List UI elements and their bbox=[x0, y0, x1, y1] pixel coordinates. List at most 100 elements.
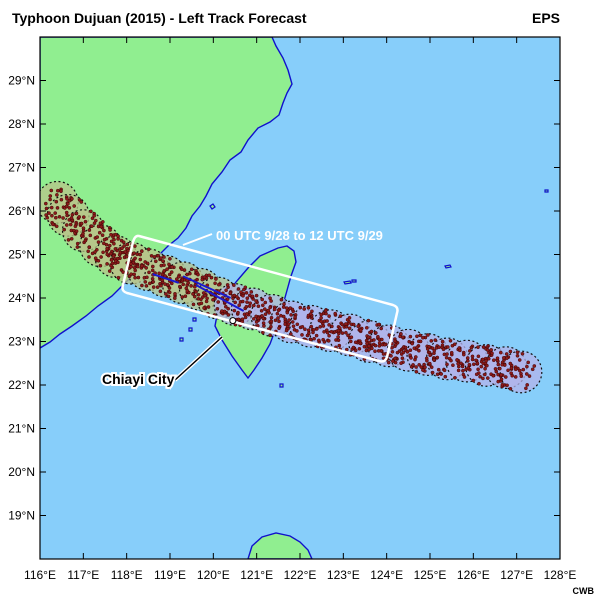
ensemble-point bbox=[108, 228, 112, 232]
ensemble-point bbox=[192, 294, 197, 299]
longitude-tick-label: 120°E bbox=[197, 568, 230, 582]
ensemble-point bbox=[111, 254, 116, 258]
ensemble-point bbox=[442, 352, 447, 357]
ensemble-point bbox=[476, 354, 481, 359]
ensemble-point bbox=[505, 383, 509, 388]
ensemble-point bbox=[158, 256, 163, 260]
longitude-tick-label: 124°E bbox=[370, 568, 403, 582]
longitude-tick-label: 125°E bbox=[414, 568, 447, 582]
ensemble-point bbox=[471, 378, 476, 383]
ensemble-point bbox=[442, 368, 447, 373]
ensemble-point bbox=[499, 377, 504, 382]
ensemble-point bbox=[100, 233, 105, 237]
ensemble-point bbox=[319, 312, 324, 317]
ensemble-point bbox=[79, 200, 84, 204]
ensemble-point bbox=[167, 290, 172, 295]
city-leader-line bbox=[174, 336, 223, 381]
ensemble-point bbox=[403, 345, 408, 350]
ensemble-point bbox=[279, 297, 284, 302]
ensemble-point bbox=[506, 368, 510, 373]
longitude-tick-label: 117°E bbox=[67, 568, 99, 582]
ensemble-point bbox=[138, 252, 142, 257]
ensemble-point bbox=[428, 353, 432, 358]
ensemble-point bbox=[138, 257, 143, 262]
ensemble-point bbox=[425, 358, 429, 363]
ensemble-point bbox=[419, 365, 424, 369]
ensemble-point bbox=[62, 227, 66, 232]
ensemble-point bbox=[408, 348, 413, 353]
ensemble-point bbox=[497, 366, 502, 371]
ensemble-point bbox=[133, 256, 137, 261]
ensemble-point bbox=[96, 240, 101, 244]
ensemble-point bbox=[70, 212, 75, 217]
ensemble-point bbox=[191, 302, 196, 307]
ensemble-point bbox=[367, 347, 371, 352]
ensemble-point bbox=[358, 328, 363, 332]
ensemble-point bbox=[194, 289, 198, 294]
ensemble-point bbox=[129, 264, 133, 269]
ensemble-point bbox=[169, 270, 174, 274]
ensemble-point bbox=[348, 339, 353, 344]
ensemble-point bbox=[291, 324, 296, 329]
ensemble-point bbox=[155, 285, 160, 289]
ensemble-point bbox=[401, 350, 406, 355]
ensemble-point bbox=[467, 349, 472, 353]
ensemble-point bbox=[346, 333, 350, 338]
ensemble-point bbox=[393, 360, 398, 365]
ensemble-point bbox=[69, 216, 74, 220]
ensemble-point bbox=[123, 249, 128, 254]
ensemble-point bbox=[68, 222, 73, 227]
ensemble-point bbox=[340, 322, 345, 327]
ensemble-point bbox=[283, 317, 288, 322]
ensemble-point bbox=[421, 335, 425, 340]
ensemble-point bbox=[143, 280, 148, 284]
ensemble-point bbox=[245, 312, 249, 316]
ensemble-point bbox=[47, 211, 51, 215]
ensemble-point bbox=[470, 354, 475, 359]
ensemble-point bbox=[109, 239, 114, 244]
ensemble-point bbox=[245, 300, 249, 304]
ensemble-point bbox=[477, 381, 481, 386]
island bbox=[209, 203, 216, 210]
ensemble-point bbox=[248, 301, 252, 306]
ensemble-point bbox=[266, 308, 271, 313]
ensemble-point bbox=[284, 328, 289, 333]
ensemble-point bbox=[92, 213, 96, 218]
ensemble-point bbox=[143, 260, 147, 264]
ensemble-point bbox=[136, 275, 141, 280]
ensemble-point bbox=[281, 305, 286, 309]
longitude-tick-label: 126°E bbox=[457, 568, 490, 582]
ensemble-point bbox=[113, 247, 118, 251]
longitude-tick-label: 119°E bbox=[154, 568, 186, 582]
ensemble-point bbox=[256, 304, 261, 309]
ensemble-point bbox=[203, 293, 207, 298]
ensemble-point bbox=[432, 348, 437, 353]
ensemble-point bbox=[49, 188, 54, 193]
luzon-land bbox=[247, 532, 313, 559]
ensemble-point bbox=[232, 308, 237, 313]
ensemble-point bbox=[500, 382, 505, 387]
ensemble-point bbox=[72, 204, 76, 208]
ensemble-point bbox=[521, 367, 526, 372]
latitude-tick-label: 25°N bbox=[8, 248, 35, 262]
ensemble-point bbox=[520, 351, 525, 356]
ensemble-point bbox=[413, 357, 417, 362]
ensemble-point bbox=[222, 309, 227, 314]
ensemble-point bbox=[236, 310, 240, 315]
ensemble-point bbox=[411, 363, 415, 367]
ensemble-point bbox=[48, 194, 53, 198]
ensemble-point bbox=[94, 218, 98, 223]
ensemble-point bbox=[233, 300, 237, 305]
ensemble-point bbox=[324, 311, 328, 316]
ensemble-point bbox=[116, 260, 120, 265]
ensemble-point bbox=[67, 206, 72, 210]
ensemble-point bbox=[427, 361, 432, 366]
ensemble-point bbox=[323, 308, 328, 313]
ensemble-point bbox=[70, 196, 74, 201]
ensemble-point bbox=[418, 339, 423, 344]
ensemble-point bbox=[133, 244, 137, 248]
ensemble-point bbox=[445, 345, 450, 349]
ensemble-point bbox=[133, 268, 137, 273]
ensemble-point bbox=[513, 367, 518, 372]
ensemble-point bbox=[456, 364, 461, 369]
